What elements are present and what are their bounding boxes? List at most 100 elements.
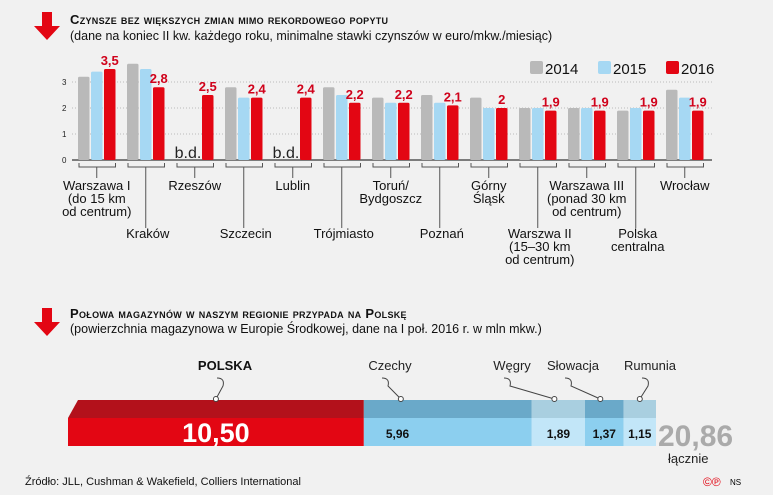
category-label: Poznań [420, 226, 464, 241]
bar-2015 [434, 102, 446, 160]
bar-2014 [78, 76, 90, 160]
bar-2016 [349, 102, 361, 160]
segment-value: 5,96 [386, 427, 410, 441]
leader-dot [212, 396, 219, 402]
y-tick-label: 1 [62, 130, 67, 139]
bar-2016 [496, 108, 508, 160]
legend-swatch [598, 61, 611, 74]
data-label: 2,4 [248, 82, 267, 97]
chart1-subtitle: (dane na koniec II kw. każdego roku, min… [70, 29, 553, 43]
bar-2016 [398, 102, 410, 160]
bar-2015 [238, 97, 250, 160]
bar-2015 [483, 108, 495, 160]
data-label: 1,9 [689, 95, 707, 110]
leader-line [639, 377, 649, 400]
country-label: Węgry [493, 358, 531, 373]
category-label: (ponad 30 km [547, 191, 627, 206]
bar-2016 [692, 110, 704, 160]
data-label: 2,4 [297, 82, 316, 97]
bar-2016 [202, 95, 214, 160]
category-label: Górny [471, 178, 507, 193]
segment-Czechy [363, 418, 532, 446]
data-label: 1,9 [640, 95, 658, 110]
segment-Węgry [531, 418, 586, 446]
category-label: Szczecin [220, 226, 272, 241]
category-label: Lublin [275, 178, 310, 193]
bar-2016 [594, 110, 606, 160]
segment-value: 1,89 [547, 427, 571, 441]
bar-2014 [372, 97, 384, 160]
bar-2015 [140, 69, 152, 160]
segment-top [363, 400, 532, 418]
data-label: 2,1 [444, 89, 462, 104]
bar-2015 [91, 71, 103, 160]
bar-2015 [679, 97, 691, 160]
segment-value: 1,15 [628, 427, 652, 441]
bar-2016 [643, 110, 655, 160]
bar-2016 [447, 105, 459, 160]
y-tick-label: 0 [62, 156, 67, 165]
leader-line [503, 377, 555, 400]
data-label: 2,2 [395, 87, 413, 102]
bar-2016 [104, 69, 116, 160]
leader-dot [597, 396, 604, 402]
category-label: (15–30 km [509, 239, 570, 254]
arrow-down-icon [34, 12, 60, 40]
bar-2015 [532, 108, 544, 160]
data-label: 1,9 [591, 95, 609, 110]
segment-top [531, 400, 586, 418]
bar-2014 [617, 110, 629, 160]
category-label: od centrum) [505, 252, 574, 267]
bar-2014 [421, 95, 433, 160]
chart2-title: Połowa magazynów w naszym regionie przyp… [70, 306, 407, 321]
leader-line [381, 377, 402, 400]
bar-2014 [568, 108, 580, 160]
category-label: Trójmiasto [314, 226, 374, 241]
bar-2016 [545, 110, 557, 160]
segment-POLSKA [68, 418, 364, 446]
bar-2015 [336, 95, 348, 160]
country-label: POLSKA [198, 358, 253, 373]
category-label: Warszawa III [549, 178, 624, 193]
segment-value: 1,37 [593, 427, 617, 441]
leader-line [215, 377, 224, 400]
segment-value: 10,50 [182, 418, 250, 448]
leader-line [564, 377, 601, 400]
bar-2015 [630, 108, 642, 160]
category-label: Warszawa I [63, 178, 130, 193]
data-label: 2,5 [199, 79, 217, 94]
legend-swatch [666, 61, 679, 74]
bar-2016 [153, 87, 165, 160]
category-label: Polska [618, 226, 658, 241]
legend-label: 2016 [681, 61, 714, 78]
bar-2014 [666, 89, 678, 160]
category-label: Bydgoszcz [359, 191, 422, 206]
country-label: Czechy [368, 358, 412, 373]
category-label: centralna [611, 239, 665, 254]
source-note: Źródło: JLL, Cushman & Wakefield, Collie… [25, 476, 301, 488]
category-label: Toruń/ [373, 178, 410, 193]
data-label: 2,2 [346, 87, 364, 102]
bar-2015 [385, 102, 397, 160]
leader-dot [397, 396, 404, 402]
leader-dot [551, 396, 558, 402]
data-label: 1,9 [542, 95, 560, 110]
data-label: 3,5 [101, 53, 119, 68]
legend-label: 2015 [613, 61, 646, 78]
bar-2016 [300, 97, 312, 160]
category-label: Rzeszów [168, 178, 221, 193]
leader-dot [636, 396, 643, 402]
category-label: Warszwa II [508, 226, 572, 241]
category-label: (do 15 km [68, 191, 126, 206]
country-label: Słowacja [547, 358, 600, 373]
legend-swatch [530, 61, 543, 74]
bar-2014 [225, 87, 237, 160]
segment-top [585, 400, 624, 418]
legend-label: 2014 [545, 61, 578, 78]
copyright-logo: ©℗ [703, 475, 721, 489]
segment-top [68, 400, 364, 418]
country-label: Rumunia [624, 358, 677, 373]
author-credit: NS [730, 478, 742, 487]
